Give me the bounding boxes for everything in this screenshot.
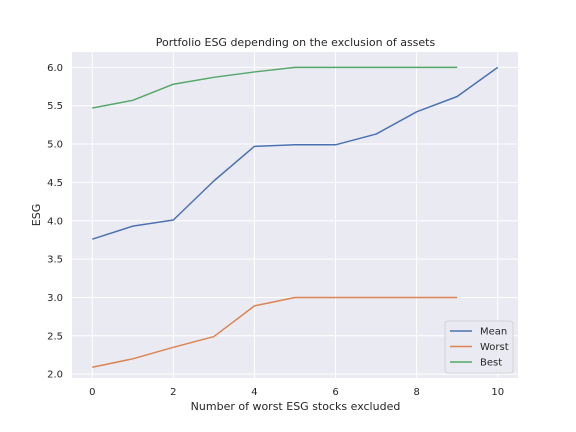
x-axis-ticks: 0 2 4 6 8 10 <box>89 387 504 398</box>
legend-label-mean: Mean <box>480 327 507 338</box>
x-tick-label: 4 <box>251 387 257 398</box>
y-tick-label: 2.0 <box>47 370 63 381</box>
legend-label-worst: Worst <box>480 342 509 353</box>
y-axis-label: ESG <box>30 204 43 226</box>
y-tick-label: 2.5 <box>47 331 63 342</box>
x-tick-label: 2 <box>170 387 176 398</box>
y-tick-label: 5.0 <box>47 140 63 151</box>
series-line-best <box>92 66 458 109</box>
x-tick-label: 0 <box>89 387 95 398</box>
y-axis-ticks: 2.0 2.5 3.0 3.5 4.0 4.5 5.0 5.5 6.0 <box>47 63 63 381</box>
legend-label-best: Best <box>480 358 502 369</box>
y-tick-label: 3.0 <box>47 293 63 304</box>
x-tick-label: 10 <box>491 387 504 398</box>
y-tick-label: 3.5 <box>47 255 63 266</box>
y-tick-label: 4.0 <box>47 216 63 227</box>
series-lines <box>92 66 499 368</box>
series-line-worst <box>92 296 458 368</box>
chart-title: Portfolio ESG depending on the exclusion… <box>156 36 436 49</box>
y-tick-label: 5.5 <box>47 101 63 112</box>
y-tick-label: 4.5 <box>47 178 63 189</box>
legend: Mean Worst Best <box>444 320 514 374</box>
x-tick-label: 6 <box>332 387 338 398</box>
x-tick-label: 8 <box>413 387 419 398</box>
plot-area <box>72 52 518 378</box>
x-axis-label: Number of worst ESG stocks excluded <box>191 400 401 413</box>
y-tick-label: 6.0 <box>47 63 63 74</box>
series-line-mean <box>92 66 499 240</box>
legend-box <box>444 320 514 374</box>
